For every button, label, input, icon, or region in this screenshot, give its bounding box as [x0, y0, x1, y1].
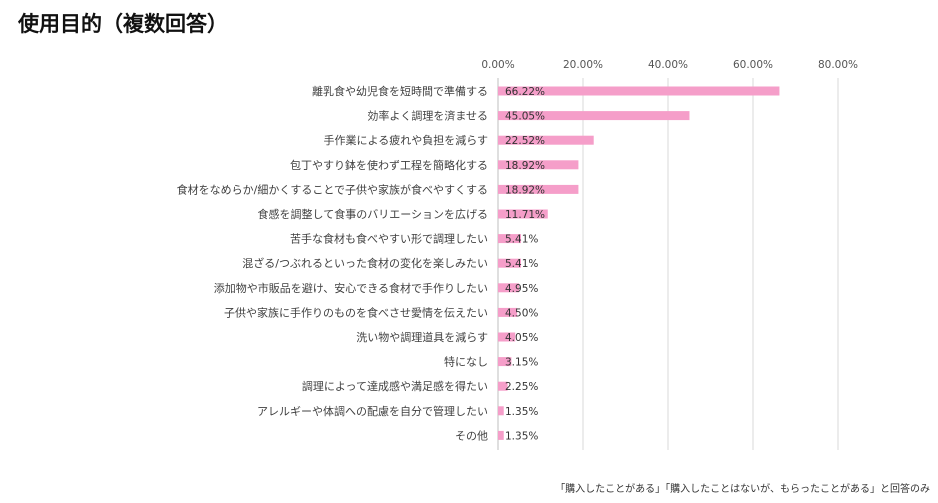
category-label: 洗い物や調理道具を減らす: [356, 330, 488, 344]
bar: [498, 234, 521, 244]
data-label: 4.05%: [505, 332, 538, 344]
category-label: 手作業による疲れや負担を減らす: [324, 133, 488, 147]
data-label: 4.50%: [505, 307, 538, 319]
category-label: 包丁やすり鉢を使わず工程を簡略化する: [290, 158, 488, 172]
x-tick-label: 0.00%: [481, 59, 514, 71]
x-tick-label: 60.00%: [733, 59, 773, 71]
data-label: 45.05%: [505, 111, 545, 123]
bar: [498, 406, 504, 416]
bar: [498, 111, 690, 121]
category-label: 混ざる/つぶれるといった食材の変化を楽しみたい: [242, 256, 488, 270]
data-label: 11.71%: [505, 209, 545, 221]
data-label: 2.25%: [505, 381, 538, 393]
bar: [498, 135, 594, 145]
bar: [498, 381, 508, 391]
data-label: 4.95%: [505, 283, 538, 295]
category-label: 調理によって達成感や満足感を得たい: [302, 379, 488, 393]
data-label: 18.92%: [505, 160, 545, 172]
bar: [498, 307, 518, 317]
category-label: アレルギーや体調への配慮を自分で管理したい: [257, 404, 488, 418]
data-label: 5.41%: [505, 258, 538, 270]
data-label: 5.41%: [505, 234, 538, 246]
bar: [498, 283, 520, 293]
category-label: 特になし: [444, 355, 488, 369]
category-label: 食感を調整して食事のバリエーションを広げる: [258, 207, 488, 221]
x-tick-label: 40.00%: [648, 59, 688, 71]
bar: [498, 184, 579, 194]
chart-title: 使用目的（複数回答）: [18, 12, 228, 36]
bar: [498, 332, 516, 342]
data-label: 1.35%: [505, 430, 538, 442]
category-label: 子供や家族に手作りのものを食べさせ愛情を伝えたい: [224, 305, 488, 319]
data-label: 66.22%: [505, 86, 545, 98]
data-label: 1.35%: [505, 406, 538, 418]
category-label: 効率よく調理を済ませる: [367, 109, 488, 123]
category-label: 食材をなめらか/細かくすることで子供や家族が食べやすくする: [177, 182, 488, 196]
x-tick-label: 20.00%: [563, 59, 603, 71]
bar: [498, 160, 579, 170]
category-label: 離乳食や幼児食を短時間で準備する: [312, 84, 488, 98]
footnote: 「購入したことがある」「購入したことはないが、もらったことがある」と回答のみ: [555, 484, 930, 495]
data-label: 22.52%: [505, 135, 545, 147]
data-label: 3.15%: [505, 357, 538, 369]
data-label: 18.92%: [505, 184, 545, 196]
x-tick-label: 80.00%: [818, 59, 858, 71]
bar: [498, 258, 521, 268]
category-label: 添加物や市販品を避け、安心できる食材で手作りしたい: [214, 281, 488, 295]
category-label: その他: [455, 429, 488, 442]
bar: [498, 209, 548, 219]
bar: [498, 86, 780, 96]
category-label: 苦手な食材も食べやすい形で調理したい: [290, 232, 488, 246]
bar: [498, 357, 512, 367]
bar: [498, 430, 504, 440]
